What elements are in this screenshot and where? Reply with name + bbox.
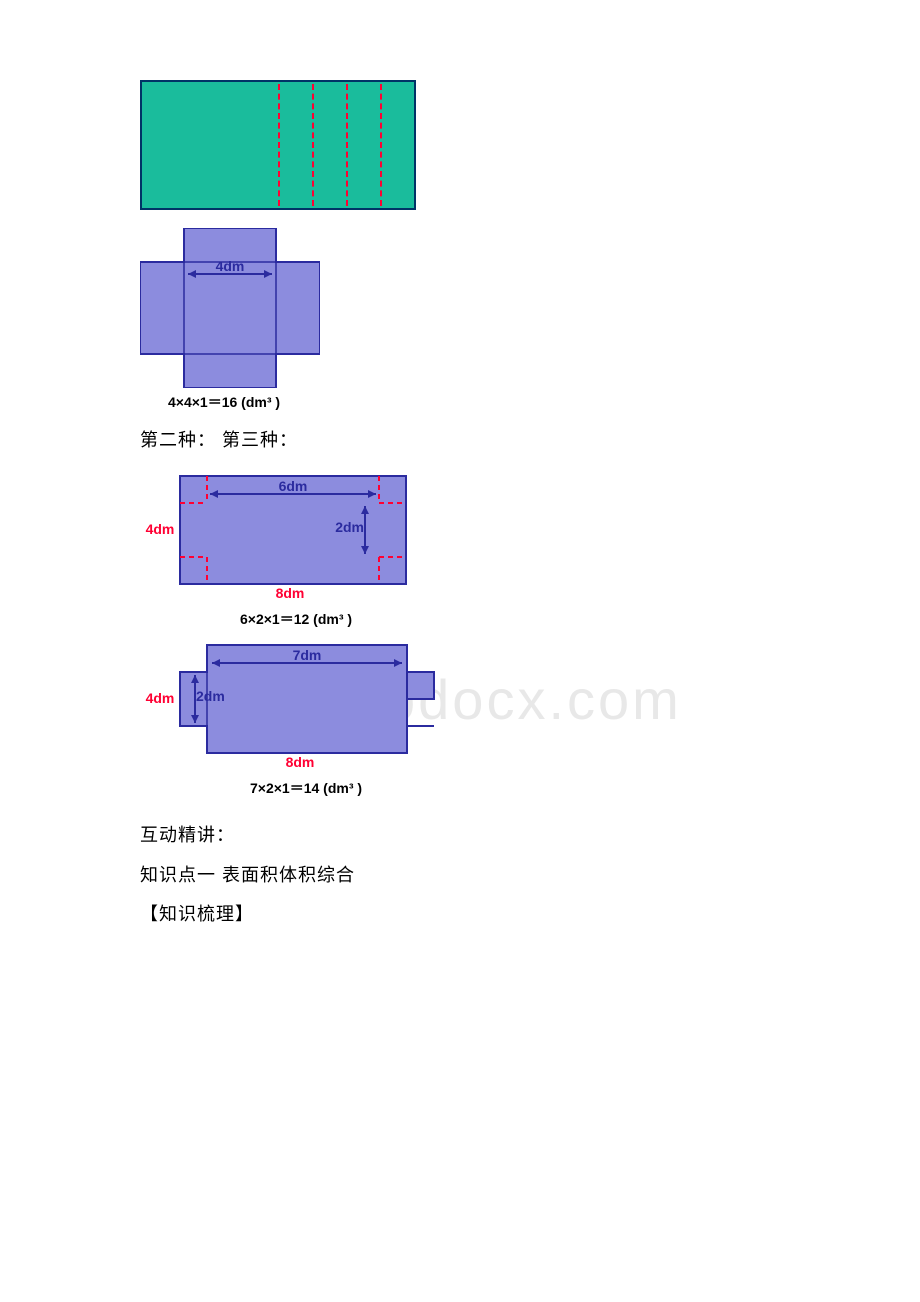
dim-6dm: 6dm	[279, 478, 308, 494]
dashed-vline	[278, 84, 280, 206]
fig3-svg: 4dm 8dm 6dm 2dm	[140, 470, 420, 600]
fig2-caption: 4×4×1＝16 (dm³ )	[168, 392, 320, 412]
section-text: 互动精讲： 知识点一 表面积体积综合 【知识梳理】	[140, 816, 780, 935]
fig4-caption: 7×2×1＝14 (dm³ )	[250, 778, 780, 798]
cross-svg: 4dm	[140, 228, 320, 388]
section-l1: 互动精讲：	[140, 816, 780, 856]
figure-3: 4dm 8dm 6dm 2dm 6×2×1＝12 (dm³ )	[140, 470, 780, 629]
figure-4: 4dm 8dm 7dm 2dm 7×2×1＝14 (dm³ )	[140, 639, 780, 798]
fig3-caption: 6×2×1＝12 (dm³ )	[240, 609, 780, 629]
dim-2dm: 2dm	[335, 519, 364, 535]
cross-poly	[140, 228, 320, 388]
figure-4-wrap: www.bdocx.com 4dm 8dm 7dm	[140, 639, 780, 798]
dim-8dm: 8dm	[276, 585, 305, 600]
figure-cross-unfold: 4dm 4×4×1＝16 (dm³ )	[140, 228, 320, 412]
dim-2dm: 2dm	[196, 688, 225, 704]
dim-8dm: 8dm	[286, 754, 315, 769]
middle-text: 第二种： 第三种：	[140, 426, 780, 452]
dim-4dm-left: 4dm	[146, 690, 175, 706]
dashed-vline	[346, 84, 348, 206]
page-container: 4dm 4×4×1＝16 (dm³ ) 第二种： 第三种：	[0, 0, 920, 995]
dim-7dm: 7dm	[293, 647, 322, 663]
section-l3: 【知识梳理】	[140, 895, 780, 935]
fig4-svg: 4dm 8dm 7dm 2dm	[140, 639, 440, 769]
dim-4dm-left: 4dm	[146, 521, 175, 537]
dashed-vline	[312, 84, 314, 206]
dashed-vline	[380, 84, 382, 206]
section-l2: 知识点一 表面积体积综合	[140, 856, 780, 896]
dim-4dm: 4dm	[216, 258, 245, 274]
figure-green-rect	[140, 80, 416, 210]
